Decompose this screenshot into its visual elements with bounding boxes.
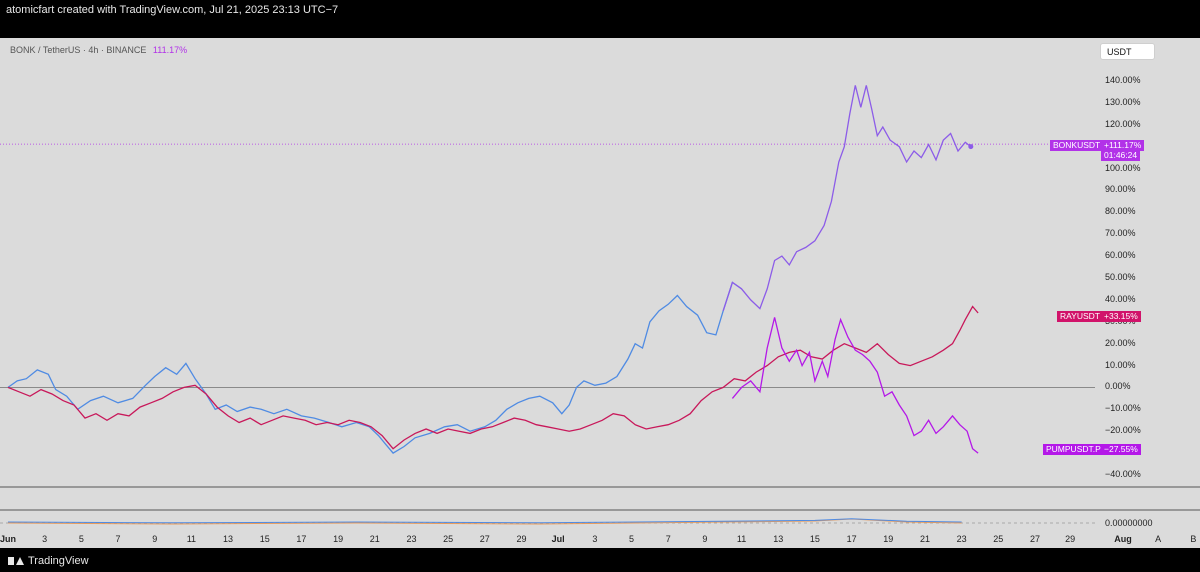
x-tick-label: Jun <box>0 534 17 544</box>
series-line-bonk <box>722 85 972 312</box>
x-tick-label: 5 <box>629 534 635 544</box>
y-tick-label: −20.00% <box>1105 425 1141 436</box>
x-tick-label: 7 <box>115 534 121 544</box>
x-tick-label: 13 <box>773 534 784 544</box>
footer-brand-text: TradingView <box>28 555 89 567</box>
x-tick-label: 9 <box>152 534 158 544</box>
y-tick-label: 50.00% <box>1105 272 1136 282</box>
x-tick-label: 23 <box>956 534 967 544</box>
bonk-last-point <box>968 144 974 150</box>
y-tick-label: 10.00% <box>1105 359 1136 370</box>
y-tick-label: 80.00% <box>1105 206 1136 217</box>
symbol-info: BONK / TetherUS · 4h · BINANCE 111.17% <box>10 45 187 55</box>
x-tick-label: 27 <box>479 534 490 544</box>
footer-brand: TradingView <box>8 555 89 567</box>
x-tick-label: 19 <box>883 534 894 544</box>
oscillator-line-orange <box>7 518 962 525</box>
y-tick-label: 140.00% <box>1105 75 1141 85</box>
oscillator-value: 0.00000000 <box>1105 518 1153 528</box>
chart-frame <box>0 38 1200 548</box>
x-tick-label: 11 <box>186 534 197 544</box>
x-tick-label: 13 <box>223 534 234 544</box>
y-tick-label: 130.00% <box>1105 96 1141 107</box>
x-tick-label: 25 <box>443 534 454 544</box>
x-tick-label: 7 <box>665 534 671 544</box>
x-tick-label: 15 <box>259 534 270 544</box>
x-tick-label: 15 <box>809 534 820 544</box>
x-tick-label: 29 <box>516 534 527 544</box>
y-tick-label: 20.00% <box>1105 337 1136 348</box>
y-tick-label: 90.00% <box>1105 184 1136 195</box>
chart-header: atomicfart created with TradingView.com,… <box>0 0 1200 20</box>
x-tick-label: 11 <box>736 534 747 544</box>
x-tick-label: 29 <box>1065 534 1076 544</box>
oscillator-line-blue <box>7 518 962 524</box>
bonk-symbol-tag: BONKUSDT <box>1050 140 1104 151</box>
x-tick-label: 17 <box>296 534 307 544</box>
y-tick-label: 60.00% <box>1105 250 1136 261</box>
x-tick-label: 19 <box>333 534 344 544</box>
y-tick-label: 70.00% <box>1105 228 1136 239</box>
x-tick-label: 23 <box>406 534 417 544</box>
x-tick-label: 21 <box>919 534 930 544</box>
series-line-pumpusdt-p <box>731 317 979 454</box>
pump-value-tag: −27.55% <box>1101 444 1141 455</box>
tradingview-logo-icon <box>8 556 24 566</box>
y-tick-label: 120.00% <box>1105 118 1141 129</box>
y-tick-label: −40.00% <box>1105 469 1141 479</box>
x-tick-label: A <box>1155 534 1162 544</box>
y-tick-label: 40.00% <box>1105 293 1136 304</box>
ray-symbol-tag: RAYUSDT <box>1057 311 1103 322</box>
y-tick-label: 100.00% <box>1105 162 1141 173</box>
bonk-countdown-tag: 01:46:24 <box>1101 150 1141 161</box>
x-tick-label: Jul <box>551 534 565 544</box>
x-tick-label: B <box>1190 534 1197 544</box>
y-tick-label: −10.00% <box>1105 403 1141 414</box>
x-tick-label: 21 <box>369 534 380 544</box>
series-line-bonk-early <box>7 281 742 454</box>
x-tick-label: 5 <box>78 534 84 544</box>
bonk-value-tag: +111.17% <box>1101 140 1145 151</box>
header-text: atomicfart created with TradingView.com,… <box>6 4 339 16</box>
y-tick-label: 0.00% <box>1105 381 1131 392</box>
ray-value-tag: +33.15% <box>1101 311 1141 322</box>
currency-button[interactable]: USDT <box>1100 43 1155 60</box>
x-tick-label: Aug <box>1114 534 1132 544</box>
pump-symbol-tag: PUMPUSDT.P <box>1043 444 1104 455</box>
x-tick-label: 27 <box>1029 534 1041 544</box>
x-tick-label: 3 <box>592 534 598 544</box>
x-tick-label: 25 <box>993 534 1004 544</box>
x-tick-label: 17 <box>846 534 857 544</box>
x-tick-label: 9 <box>702 534 708 544</box>
symbol-name: BONK / TetherUS · 4h · BINANCE <box>10 45 147 55</box>
x-tick-label: 3 <box>42 534 48 544</box>
symbol-change: 111.17% <box>152 45 188 55</box>
